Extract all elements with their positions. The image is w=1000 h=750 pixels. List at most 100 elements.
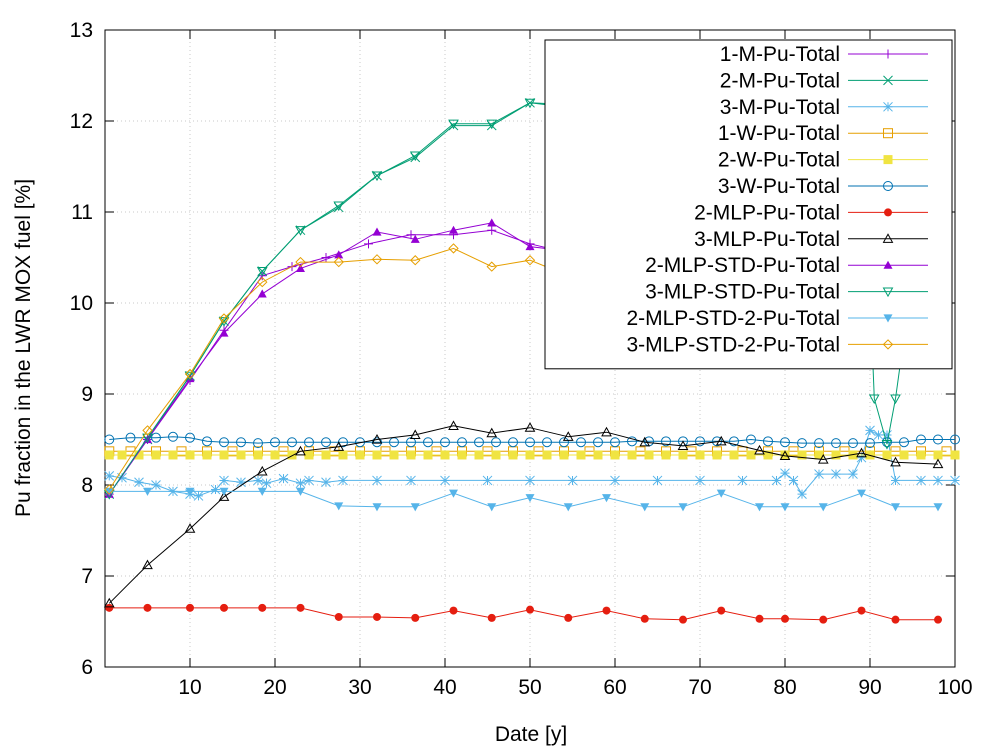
data-point <box>883 49 893 59</box>
data-point <box>218 491 230 501</box>
data-point <box>746 450 756 460</box>
data-point <box>882 339 894 350</box>
data-point <box>524 98 536 109</box>
data-point <box>334 502 344 511</box>
data-point <box>857 489 866 498</box>
data-point <box>142 425 153 436</box>
data-point <box>202 436 212 447</box>
data-point <box>763 436 773 447</box>
data-point <box>831 438 841 449</box>
data-point <box>151 480 161 490</box>
data-point <box>890 394 901 405</box>
legend-label: 3-MLP-STD-Pu-Total <box>645 281 840 304</box>
data-point <box>151 450 161 460</box>
data-point <box>219 437 229 448</box>
data-point <box>474 437 484 448</box>
data-point <box>779 450 791 460</box>
data-point <box>440 450 450 460</box>
data-point <box>338 475 348 486</box>
legend-label: 1-M-Pu-Total <box>720 43 840 66</box>
data-point <box>883 181 893 191</box>
data-point <box>482 475 493 486</box>
data-point <box>202 450 212 460</box>
data-point <box>881 439 893 450</box>
legend-label: 2-MLP-Pu-Total <box>694 201 840 224</box>
data-point <box>220 603 228 612</box>
data-point <box>678 503 688 512</box>
x-tick-label: 70 <box>688 676 711 699</box>
data-point <box>487 613 496 622</box>
data-point <box>755 503 764 512</box>
data-point <box>814 438 824 449</box>
data-point <box>287 450 297 460</box>
data-point <box>491 437 501 448</box>
series-3-MLP-Pu-Total <box>103 420 944 608</box>
data-point <box>652 475 663 486</box>
y-tick-label: 6 <box>81 656 93 679</box>
data-point <box>737 475 748 486</box>
data-point <box>474 450 484 460</box>
data-point <box>602 606 611 615</box>
data-point <box>865 438 875 449</box>
x-tick-label: 20 <box>263 676 286 699</box>
data-point <box>371 254 383 265</box>
data-point <box>797 438 807 449</box>
data-point <box>295 226 306 236</box>
data-point <box>338 450 348 460</box>
data-point <box>491 450 501 460</box>
data-point <box>661 450 671 460</box>
data-point <box>916 475 926 486</box>
data-point <box>542 450 552 460</box>
data-point <box>334 612 343 621</box>
data-point <box>950 475 960 486</box>
data-point <box>321 437 331 448</box>
data-point <box>142 559 153 570</box>
data-point <box>253 475 263 486</box>
data-point <box>409 151 421 162</box>
data-point <box>406 230 416 240</box>
data-point <box>882 233 894 243</box>
data-point <box>868 394 880 405</box>
data-point <box>304 437 314 448</box>
data-point <box>258 603 267 612</box>
data-point <box>449 489 458 498</box>
data-point <box>257 276 268 288</box>
data-point <box>372 227 382 236</box>
data-point <box>932 458 944 469</box>
data-point <box>891 615 900 624</box>
data-point <box>717 606 726 615</box>
data-point <box>287 437 297 448</box>
data-point <box>883 75 893 86</box>
data-point <box>610 437 620 448</box>
data-point <box>526 605 534 614</box>
data-point <box>142 433 153 444</box>
data-point <box>780 437 790 448</box>
data-point <box>448 119 459 130</box>
data-point <box>780 450 790 460</box>
data-point <box>916 434 926 445</box>
data-point <box>184 368 196 380</box>
data-point <box>295 478 306 489</box>
data-point <box>410 234 420 243</box>
data-point <box>117 450 127 460</box>
data-point <box>304 475 314 486</box>
data-point <box>831 469 841 479</box>
data-point <box>873 430 884 440</box>
data-point <box>409 429 421 440</box>
data-point <box>134 450 144 460</box>
data-point <box>610 450 620 460</box>
legend-label: 3-MLP-STD-2-Pu-Total <box>626 333 840 356</box>
data-point <box>218 313 230 324</box>
data-point <box>104 434 115 445</box>
data-point <box>134 477 144 488</box>
data-point <box>729 436 739 447</box>
series-3-M-Pu-Total <box>104 425 960 501</box>
data-point <box>627 436 637 447</box>
series-line <box>109 490 938 508</box>
data-point <box>448 420 459 430</box>
data-point <box>883 155 893 165</box>
y-tick-label: 7 <box>81 565 93 588</box>
data-point <box>817 453 829 464</box>
data-point <box>933 475 943 486</box>
data-point <box>695 436 705 447</box>
